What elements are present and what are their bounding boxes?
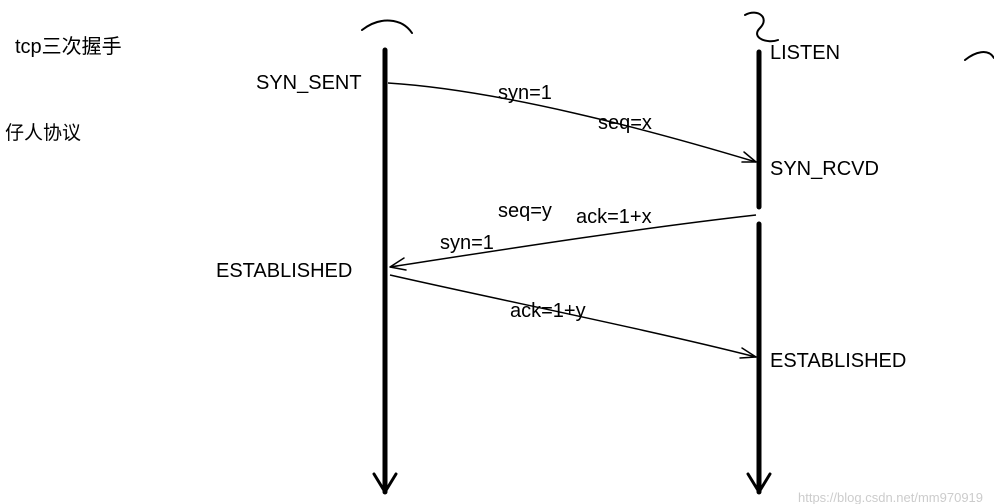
server-lifeline-arrow [748,474,770,492]
watermark: https://blog.csdn.net/mm970919 [798,490,983,504]
msg-syn1: syn=1 [498,82,552,105]
msg-ack1y: ack=1+y [510,300,586,323]
state-established-client: ESTABLISHED [216,260,352,283]
state-established-server: ESTABLISHED [770,350,906,373]
client-lifeline-arrow [374,474,396,492]
right-curl-mark [965,52,994,60]
diagram-title: tcp三次握手 [15,30,122,59]
msg-seqx: seq=x [598,112,652,135]
diagram-svg [0,0,994,504]
msg1-line [388,83,756,162]
msg2-arrow [390,258,406,270]
state-syn-rcvd: SYN_RCVD [770,158,879,181]
msg-ack1x: ack=1+x [576,206,652,229]
state-syn-sent: SYN_SENT [256,72,362,95]
diagram-note: 仔人协议 [5,118,81,145]
msg-seqy: seq=y [498,200,552,223]
server-s-mark [745,13,778,42]
msg3-arrow [740,348,756,358]
client-c-mark [362,21,412,33]
msg-syn1b: syn=1 [440,232,494,255]
msg1-arrow [742,152,756,162]
state-listen: LISTEN [770,42,840,65]
